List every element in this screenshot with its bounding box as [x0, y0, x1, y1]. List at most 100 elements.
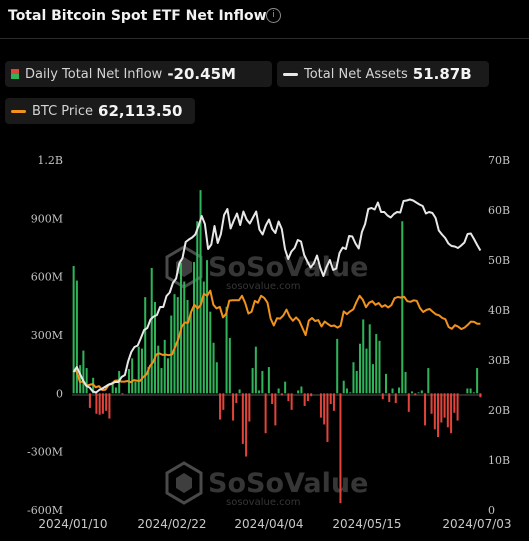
inflow-bar — [183, 281, 186, 394]
y-right-tick-label: 0 — [488, 504, 495, 517]
total-assets-value: 51.87B — [412, 65, 472, 83]
inflow-bar — [391, 388, 394, 394]
inflow-bar — [362, 319, 365, 394]
y-right-tick-label: 70B — [488, 154, 510, 167]
inflow-bar — [336, 338, 339, 394]
left-axis: 1.2B 900M 600M 300M 0 -300M -600M — [27, 154, 63, 517]
inflow-bar — [349, 392, 352, 394]
inflow-bar — [375, 334, 378, 394]
inflow-bar — [72, 265, 75, 394]
inflow-bar — [453, 393, 456, 413]
line-swatch-icon — [11, 109, 26, 113]
inflow-bar — [440, 393, 443, 423]
inflow-bar — [222, 393, 225, 410]
inflow-bar — [108, 393, 111, 419]
inflow-bar — [385, 373, 388, 394]
inflow-bar — [358, 343, 361, 394]
inflow-bar — [339, 393, 342, 504]
inflow-bar — [267, 367, 270, 394]
info-icon[interactable]: i — [266, 8, 281, 23]
total-assets-label: Total Net Assets — [304, 66, 408, 82]
inflow-bar — [166, 358, 169, 394]
inflow-bar — [225, 306, 228, 394]
line-swatch-icon — [283, 72, 298, 76]
inflow-bar — [261, 370, 264, 394]
inflow-bar — [88, 393, 91, 408]
inflow-bar — [277, 388, 280, 394]
x-tick-label: 2024/04/04 — [234, 517, 303, 531]
inflow-bar — [82, 350, 85, 394]
inflow-bar — [248, 393, 251, 422]
inflow-bar — [407, 393, 410, 412]
inflow-bar — [437, 393, 440, 438]
inflow-bar — [381, 393, 384, 400]
watermark-url: sosovalue.com — [226, 497, 301, 508]
inflow-bar — [284, 381, 287, 394]
inflow-bar — [414, 393, 417, 396]
y-right-tick-label: 50B — [488, 254, 510, 267]
inflow-bar — [264, 393, 267, 434]
inflow-bar — [446, 393, 449, 428]
inflow-bar — [219, 393, 222, 420]
inflow-bar — [271, 393, 274, 405]
inflow-bar — [235, 393, 238, 404]
inflow-bar — [199, 190, 202, 394]
inflow-bar — [147, 367, 150, 394]
x-tick-label: 2024/07/03 — [442, 517, 511, 531]
inflow-bar — [303, 393, 306, 406]
inflow-bar — [404, 371, 407, 394]
x-tick-label: 2024/05/15 — [332, 517, 401, 531]
inflow-bar — [326, 393, 329, 442]
inflow-bar — [466, 388, 469, 394]
inflow-bar — [476, 368, 479, 394]
inflow-bar — [131, 358, 134, 394]
inflow-bar — [111, 381, 114, 394]
inflow-bar — [443, 393, 446, 418]
inflow-bar — [173, 294, 176, 394]
inflow-bar — [193, 262, 196, 394]
inflow-bar — [241, 393, 244, 444]
inflow-bar — [329, 393, 332, 405]
inflow-bar — [176, 297, 179, 394]
inflow-bar — [479, 393, 482, 398]
y-left-tick-label: 900M — [31, 212, 63, 225]
inflow-bar — [121, 393, 124, 395]
inflow-bar — [450, 393, 453, 434]
inflow-bar — [424, 393, 427, 426]
inflow-bar — [420, 390, 423, 394]
inflow-bar — [144, 297, 147, 394]
watermark-url: sosovalue.com — [226, 281, 301, 292]
inflow-bar — [274, 393, 277, 426]
y-left-tick-label: 0 — [56, 387, 63, 400]
inflow-bar — [186, 300, 189, 394]
inflow-bar — [98, 393, 101, 415]
inflow-bar — [157, 345, 160, 394]
inflow-bar — [355, 370, 358, 394]
inflow-bar — [323, 393, 326, 425]
inflow-bar — [433, 393, 436, 430]
daily-inflow-label: Daily Total Net Inflow — [25, 66, 163, 82]
right-axis: 70B 60B 50B 40B 30B 20B 10B 0 — [488, 154, 510, 517]
btc-price-legend[interactable]: BTC Price 62,113.50 — [5, 98, 195, 124]
inflow-bar — [153, 301, 156, 394]
inflow-bar — [163, 339, 166, 394]
inflow-bar — [472, 392, 475, 394]
daily-inflow-legend[interactable]: Daily Total Net Inflow -20.45M — [5, 61, 272, 87]
inflow-bar — [258, 390, 261, 394]
inflow-bar — [160, 368, 163, 394]
inflow-bar — [101, 393, 104, 414]
btc-price-label: BTC Price — [32, 103, 94, 119]
inflow-bar — [137, 346, 140, 394]
btc-price-value: 62,113.50 — [98, 102, 183, 120]
y-left-tick-label: 1.2B — [37, 154, 63, 167]
inflow-bar — [306, 393, 309, 402]
y-left-tick-label: 300M — [31, 329, 63, 342]
total-assets-legend[interactable]: Total Net Assets 51.87B — [277, 61, 489, 87]
y-right-tick-label: 30B — [488, 354, 510, 367]
btc-price-line — [73, 289, 481, 391]
inflow-bar — [232, 393, 235, 421]
y-right-tick-label: 40B — [488, 304, 510, 317]
y-right-tick-label: 20B — [488, 404, 510, 417]
inflow-bar — [297, 390, 300, 394]
